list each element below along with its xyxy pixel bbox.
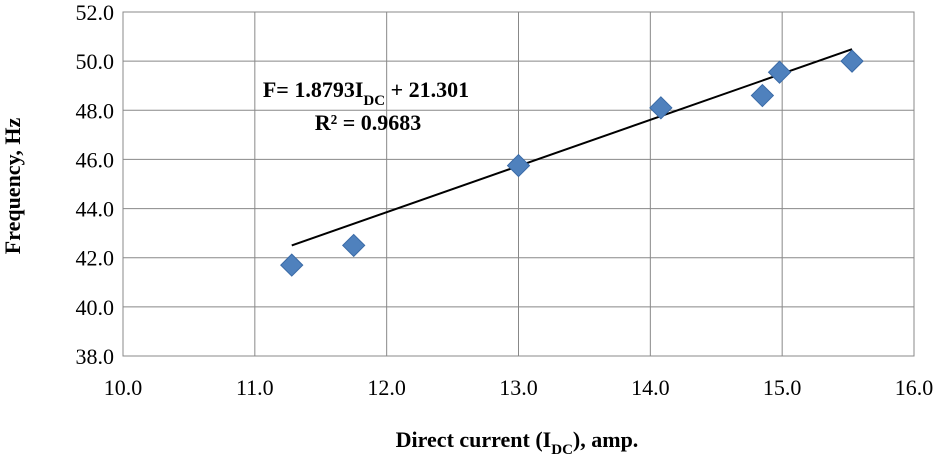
y-tick-label: 42.0 (76, 246, 115, 271)
x-tick-label: 13.0 (499, 375, 538, 400)
x-tick-label: 15.0 (763, 375, 802, 400)
equation-subscript: DC (363, 93, 385, 109)
x-tick-label: 12.0 (367, 375, 406, 400)
y-tick-label: 46.0 (76, 147, 115, 172)
x-tick-label: 10.0 (104, 375, 143, 400)
y-tick-label: 48.0 (76, 98, 115, 123)
equation-main: F= 1.8793I (263, 77, 364, 102)
y-axis-title: Frequency, Hz (0, 118, 25, 255)
y-tick-label: 50.0 (76, 49, 115, 74)
y-tick-label: 52.0 (76, 0, 115, 25)
x-tick-labels: 10.0 11.0 12.0 13.0 14.0 15.0 16.0 (104, 375, 934, 400)
plot-area (122, 11, 915, 357)
y-tick-label: 40.0 (76, 295, 115, 320)
x-axis-title: Direct current (IDC), amp. (396, 427, 639, 458)
x-tick-label: 11.0 (236, 375, 274, 400)
data-point (280, 253, 304, 277)
x-axis-title-subscript: DC (551, 442, 573, 458)
trendline-equation: F= 1.8793IDC + 21.301 (263, 77, 469, 109)
x-tick-label: 14.0 (631, 375, 670, 400)
r-squared-label: R² = 0.9683 (315, 110, 422, 135)
data-point (750, 83, 775, 108)
x-axis-title-main: Direct current (I (396, 427, 552, 452)
data-point (840, 49, 864, 73)
y-tick-label: 38.0 (76, 344, 115, 369)
data-point (342, 233, 366, 258)
y-tick-labels: 38.0 40.0 42.0 44.0 46.0 48.0 50.0 52.0 (76, 0, 115, 369)
data-point (506, 153, 531, 178)
x-axis-title-tail: ), amp. (573, 427, 638, 452)
trendline (291, 48, 853, 247)
data-point (767, 60, 792, 84)
y-tick-label: 44.0 (76, 197, 115, 222)
grid (122, 11, 915, 357)
data-point (649, 96, 673, 120)
equation-tail: + 21.301 (385, 77, 469, 102)
data-points (280, 49, 864, 277)
x-tick-label: 16.0 (895, 375, 934, 400)
